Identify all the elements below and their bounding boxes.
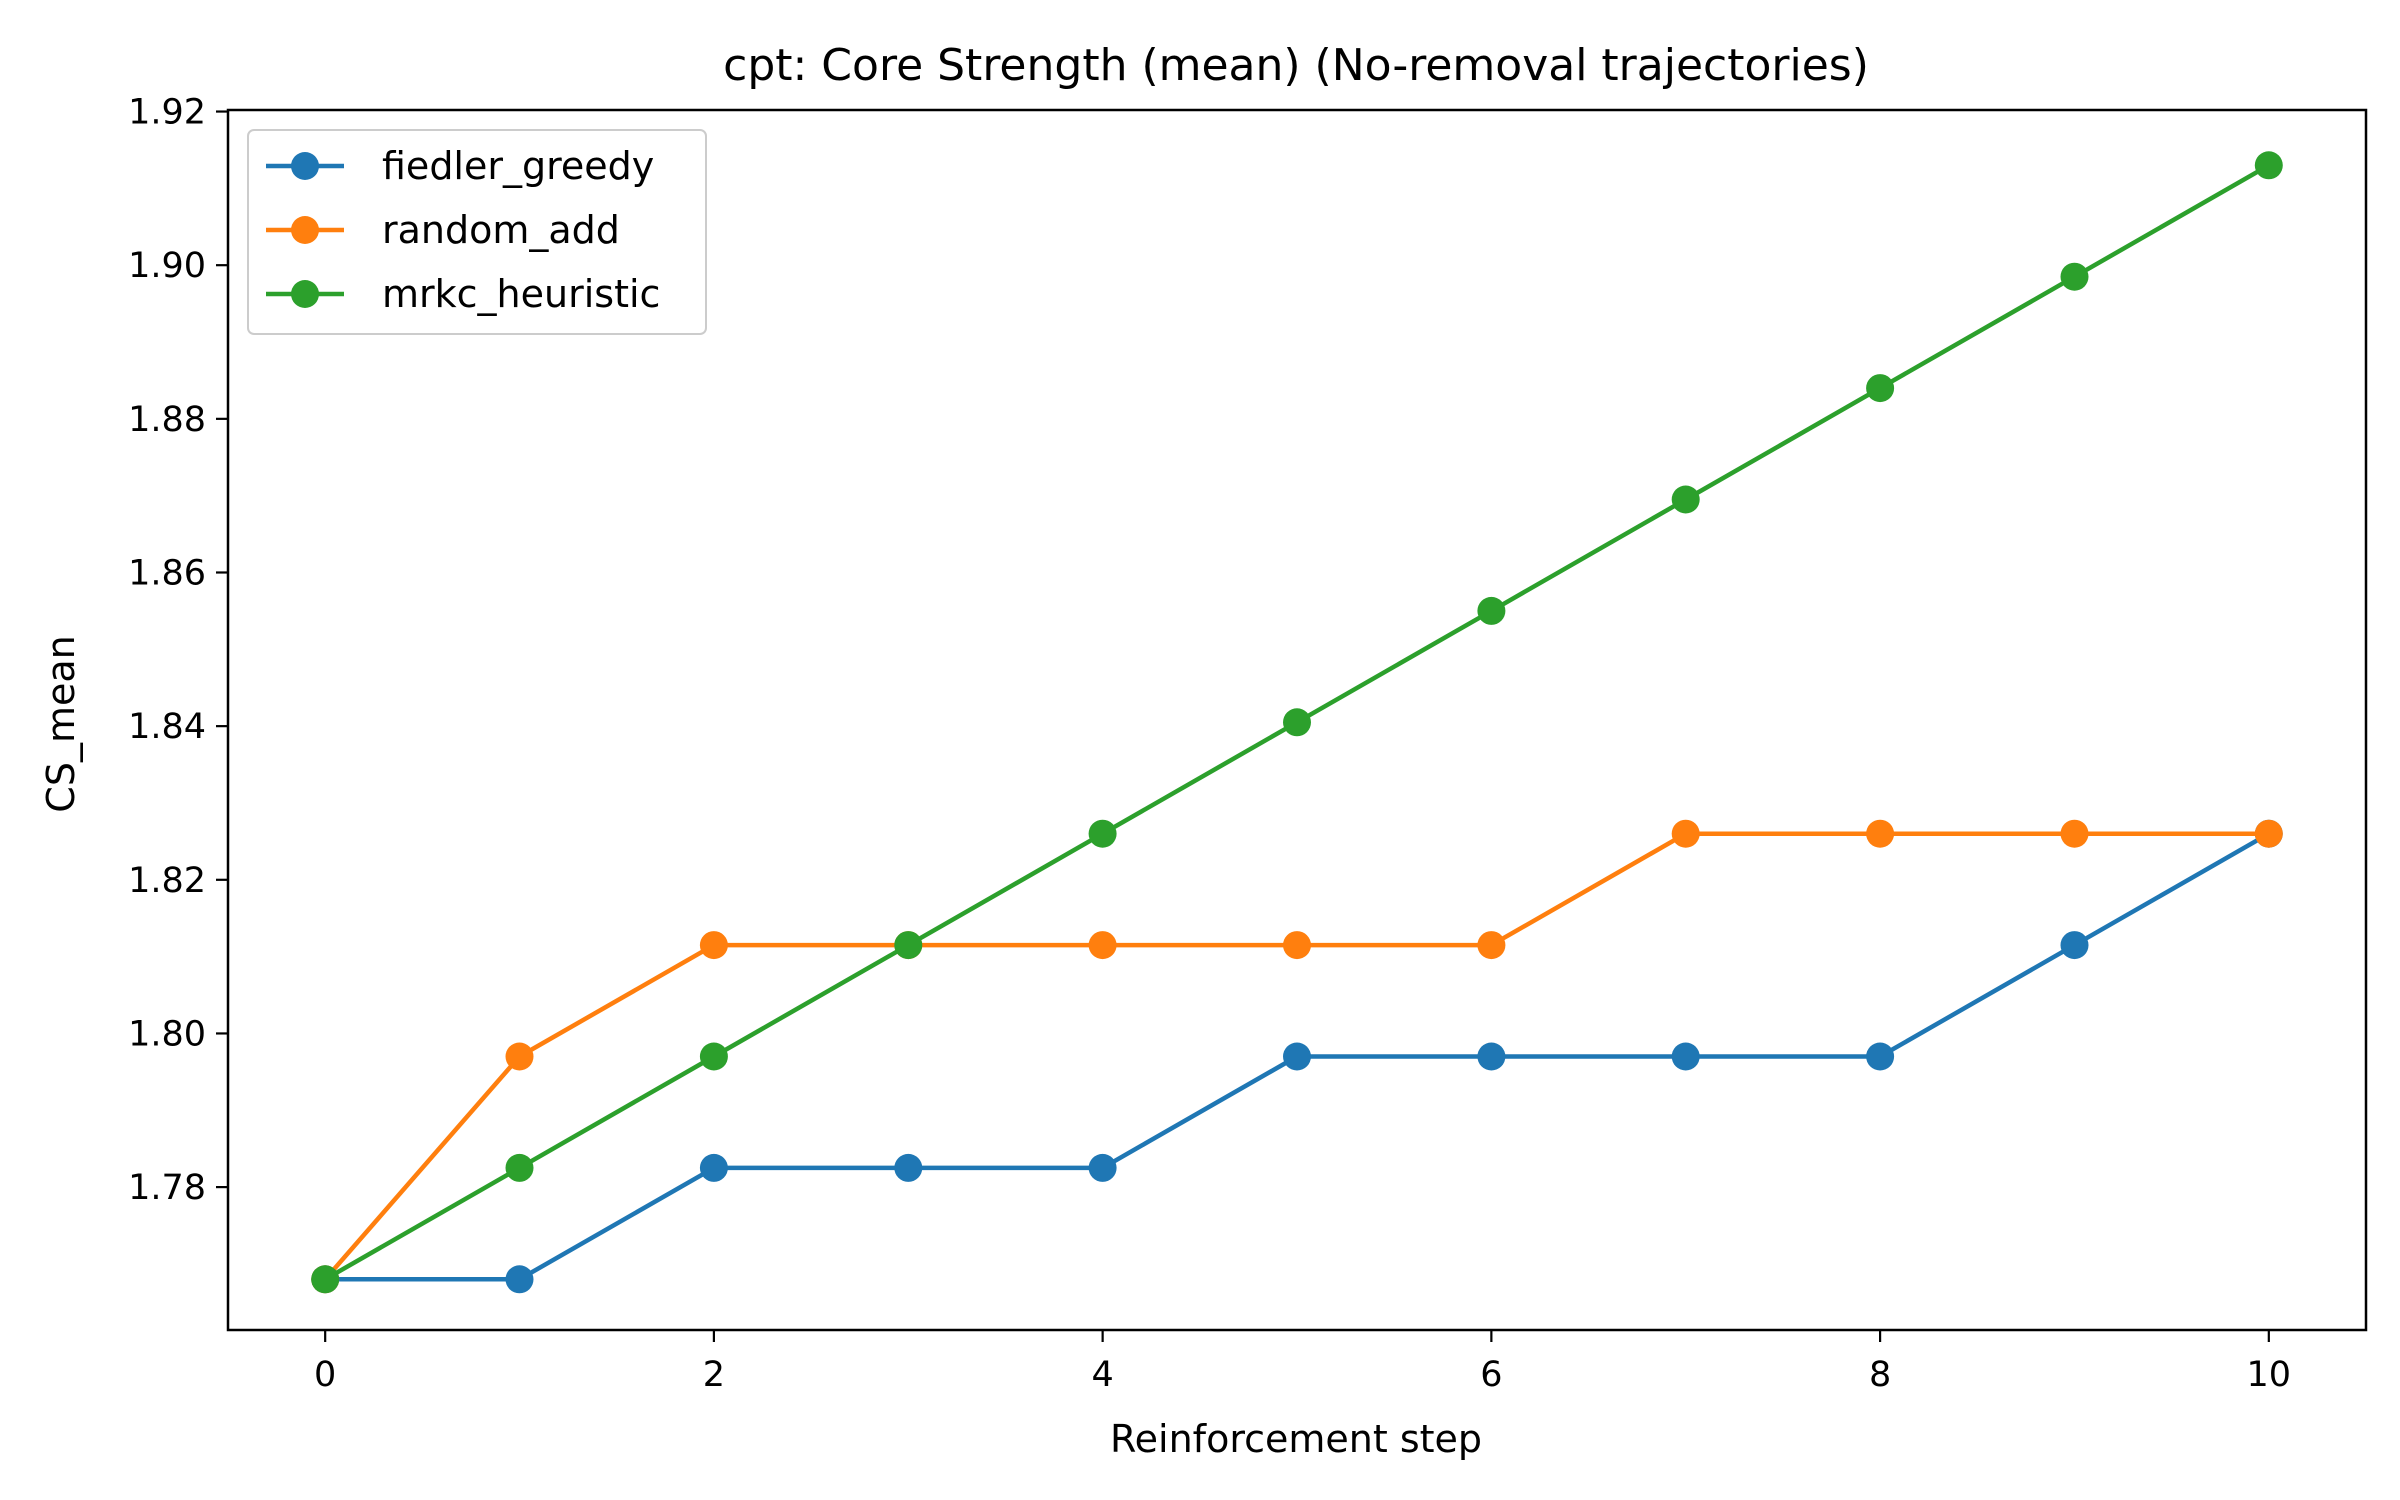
- data-point-mrkc_heuristic-5: [1283, 708, 1311, 737]
- data-point-fiedler_greedy-8: [1866, 1042, 1895, 1071]
- data-point-random_add-4: [1088, 931, 1117, 960]
- legend-box: [247, 129, 707, 335]
- x-tick-label: 6: [1480, 1355, 1502, 1395]
- data-point-random_add-2: [699, 931, 728, 960]
- data-point-mrkc_heuristic-8: [1866, 374, 1895, 403]
- y-tick-label: 1.78: [128, 1168, 206, 1208]
- plot-area: [226, 108, 2368, 1332]
- x-tick-label: 8: [1869, 1355, 1891, 1395]
- data-point-random_add-8: [1866, 819, 1895, 848]
- data-point-mrkc_heuristic-3: [894, 931, 923, 960]
- data-point-fiedler_greedy-3: [894, 1153, 923, 1182]
- data-point-fiedler_greedy-7: [1671, 1042, 1700, 1071]
- data-point-fiedler_greedy-4: [1088, 1153, 1117, 1182]
- data-point-random_add-7: [1671, 819, 1700, 848]
- data-point-fiedler_greedy-9: [2060, 931, 2089, 960]
- data-point-mrkc_heuristic-10: [2254, 151, 2283, 180]
- data-point-mrkc_heuristic-7: [1671, 485, 1700, 514]
- data-point-random_add-6: [1477, 931, 1506, 960]
- legend-label-mrkc_heuristic: mrkc_heuristic: [382, 272, 660, 316]
- legend-label-random_add: random_add: [382, 208, 620, 252]
- y-axis-label: CS_mean: [39, 635, 83, 812]
- plot-frame: [226, 108, 2368, 1332]
- data-point-fiedler_greedy-2: [699, 1153, 728, 1182]
- y-tick-label: 1.86: [128, 553, 206, 593]
- x-tick-label: 10: [2247, 1355, 2292, 1395]
- data-point-fiedler_greedy-5: [1283, 1042, 1311, 1071]
- x-axis-ticks: 0 2 4 6 8 10: [314, 1330, 2291, 1395]
- y-tick-label: 1.88: [128, 400, 206, 440]
- data-point-mrkc_heuristic-4: [1088, 819, 1117, 848]
- y-axis-ticks: 1.78 1.80 1.82 1.84 1.86 1.88 1.90 1.92: [128, 93, 228, 1208]
- legend-marker-mrkc_heuristic: [291, 280, 319, 308]
- data-point-random_add-1: [505, 1042, 534, 1071]
- legend-marker-random_add: [291, 216, 319, 244]
- x-tick-label: 4: [1091, 1355, 1113, 1395]
- y-tick-label: 1.90: [128, 246, 206, 286]
- x-axis-label: Reinforcement step: [1110, 1417, 1482, 1461]
- legend: fiedler_greedy random_add mrkc_heuristic: [247, 129, 707, 335]
- data-point-random_add-9: [2060, 819, 2089, 848]
- y-tick-label: 1.92: [128, 93, 206, 133]
- data-point-random_add-10: [2254, 819, 2283, 848]
- x-tick-label: 2: [703, 1355, 725, 1395]
- legend-label-fiedler_greedy: fiedler_greedy: [382, 144, 654, 188]
- data-point-mrkc_heuristic-0: [311, 1265, 340, 1294]
- x-tick-label: 0: [314, 1355, 336, 1395]
- data-point-random_add-5: [1283, 931, 1311, 960]
- data-point-mrkc_heuristic-9: [2060, 262, 2089, 291]
- data-point-fiedler_greedy-1: [505, 1265, 534, 1294]
- y-tick-label: 1.82: [128, 861, 206, 901]
- data-point-fiedler_greedy-6: [1477, 1042, 1506, 1071]
- y-tick-label: 1.84: [128, 707, 206, 747]
- data-point-mrkc_heuristic-6: [1477, 596, 1506, 625]
- chart-title: cpt: Core Strength (mean) (No-removal tr…: [723, 40, 1869, 91]
- data-point-mrkc_heuristic-1: [505, 1153, 534, 1182]
- legend-marker-fiedler_greedy: [291, 152, 319, 180]
- y-tick-label: 1.80: [128, 1014, 206, 1054]
- data-point-mrkc_heuristic-2: [699, 1042, 728, 1071]
